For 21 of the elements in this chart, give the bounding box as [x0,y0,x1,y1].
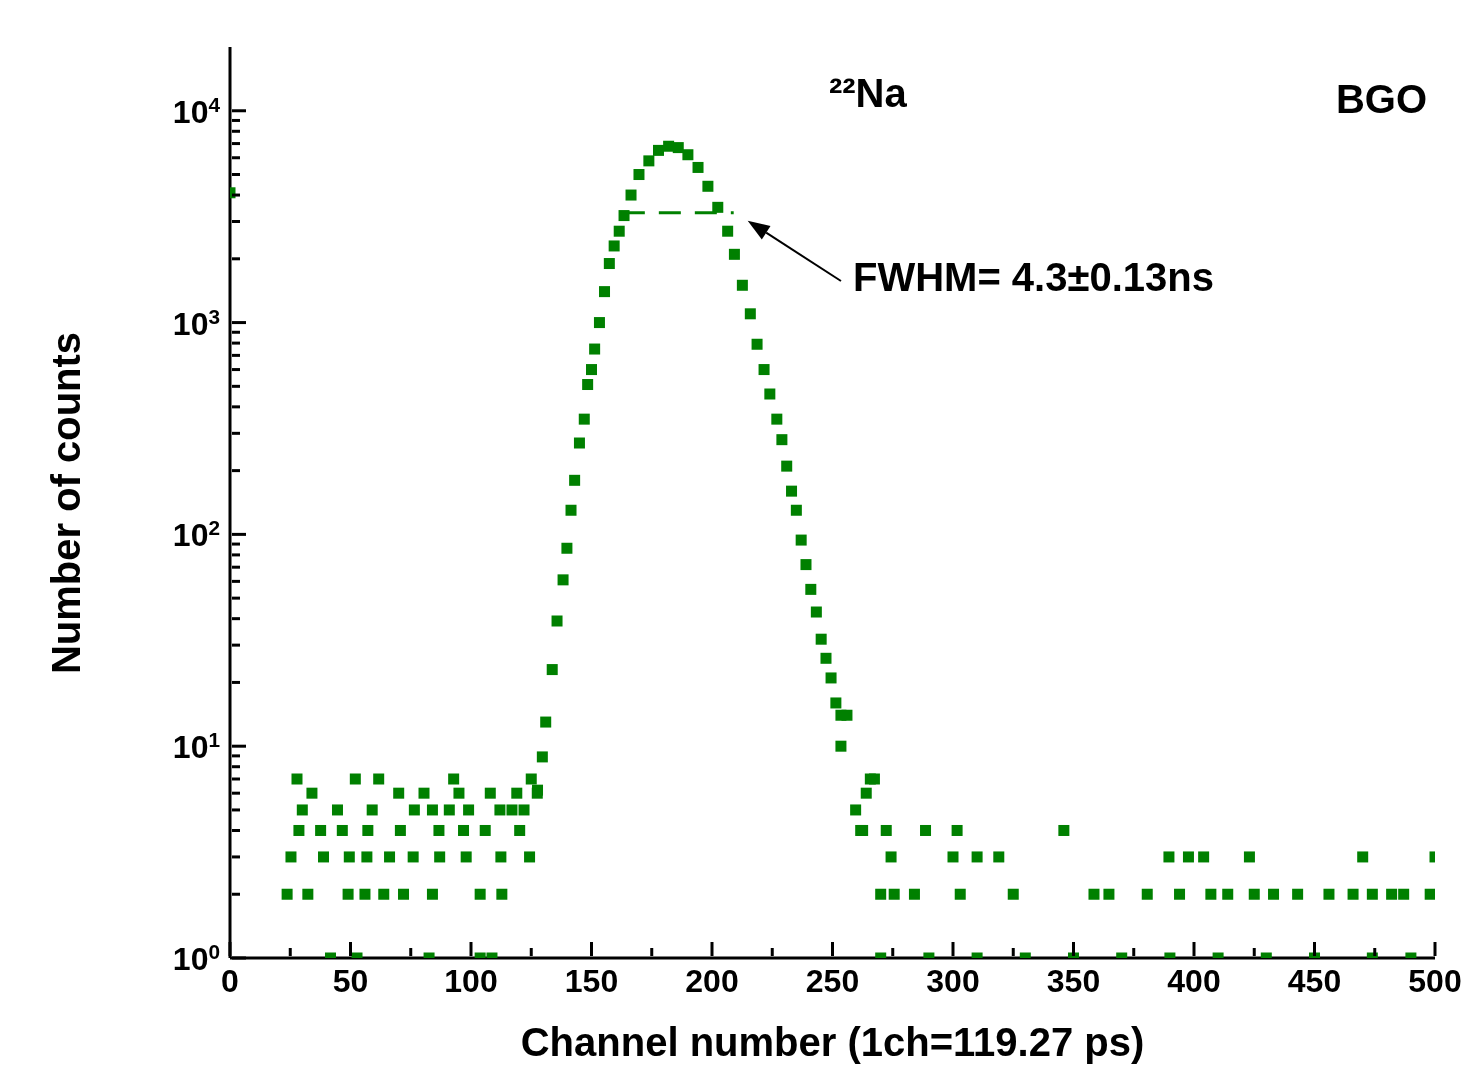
annotation: FWHM= 4.3±0.13ns [852,255,1214,300]
x-tick-label: 250 [805,963,860,999]
x-tick-label: 300 [926,963,980,999]
y-tick-label: 10$^{4}$ [172,92,221,130]
y-tick-label: 10$^{3}$ [172,304,220,342]
x-tick-label: 50 [332,963,369,999]
x-tick-label: 450 [1287,963,1342,999]
y-axis-title: Number of counts [43,331,89,674]
annotation: ²²Na [828,71,907,116]
y-tick-label: 10$^{0}$ [172,939,220,977]
x-tick-label: 400 [1167,963,1221,999]
y-tick-label: 10$^{2}$ [172,515,220,554]
x-tick-label: 100 [444,963,498,999]
x-axis-title: Channel number (1ch=119.27 ps) [520,1020,1145,1064]
x-tick-label: 350 [1046,963,1101,999]
x-tick-label: 200 [685,963,739,999]
x-tick-label: 150 [564,963,619,999]
annotation: BGO [1335,77,1427,122]
y-tick-label: 10$^{1}$ [172,727,220,766]
x-tick-label: 0 [221,963,239,999]
x-tick-label: 500 [1408,963,1462,999]
